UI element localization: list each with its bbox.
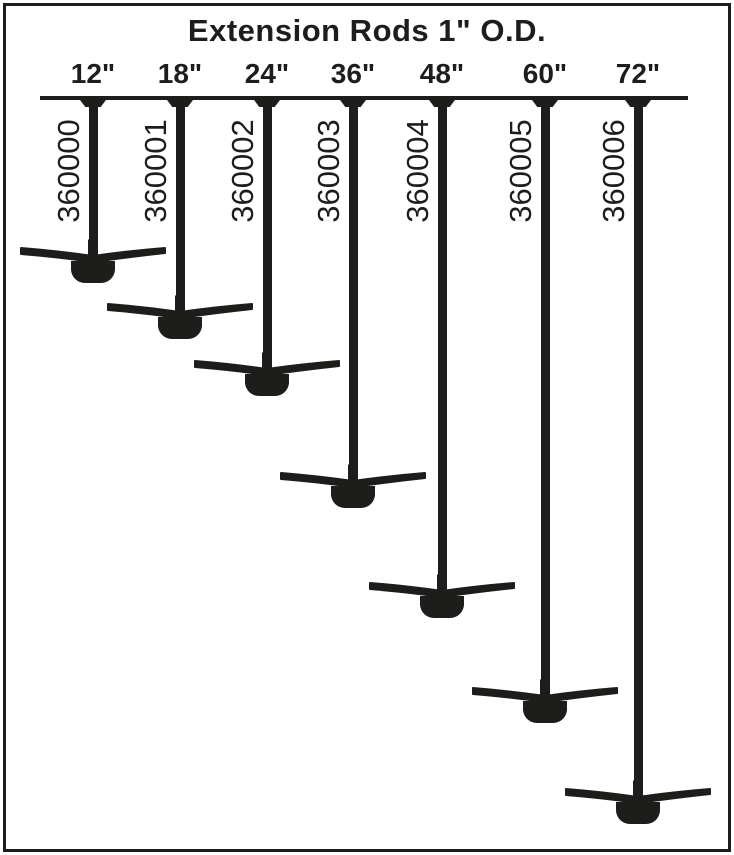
ceiling-fan-icon — [194, 352, 340, 397]
diagram-title: Extension Rods 1" O.D. — [187, 13, 547, 48]
part-number-label: 360006 — [596, 119, 631, 223]
fan-light-kit-cup — [158, 317, 202, 340]
fan-light-kit-cup — [616, 802, 660, 825]
rod-length-label: 48" — [419, 58, 465, 89]
rod-length-label: 36" — [330, 58, 376, 89]
fan-light-kit-cup — [245, 374, 289, 397]
fan-blades — [280, 472, 426, 488]
fan-light-kit-cup — [331, 486, 375, 509]
extension-rod — [540, 100, 550, 683]
ceiling-fan-icon — [107, 295, 253, 340]
rod-to-fan-stub — [633, 780, 643, 797]
part-number-label: 360005 — [503, 119, 538, 223]
rod-to-fan-stub — [262, 352, 272, 369]
fan-blades — [20, 247, 166, 263]
ceiling-fan-icon — [369, 574, 515, 619]
part-number-label: 360004 — [400, 119, 435, 223]
part-number-label: 360001 — [138, 119, 173, 223]
fan-blades — [565, 788, 711, 804]
fan-blades — [472, 687, 618, 703]
extension-rod — [88, 100, 98, 243]
rod-length-label: 24" — [244, 58, 290, 89]
rod-to-fan-stub — [175, 295, 185, 312]
rod-length-label: 12" — [70, 58, 116, 89]
fan-light-kit-cup — [71, 261, 115, 284]
fan-light-kit-cup — [523, 701, 567, 724]
ceiling-fan-icon — [472, 679, 618, 724]
fan-blades — [194, 360, 340, 376]
part-number-label: 360002 — [225, 119, 260, 223]
ceiling-fan-icon — [565, 780, 711, 825]
ceiling-fan-icon — [280, 464, 426, 509]
ceiling-fan-icon — [20, 239, 166, 284]
extension-rod — [437, 100, 447, 578]
rod-to-fan-stub — [540, 679, 550, 696]
part-number-label: 360003 — [311, 119, 346, 223]
extension-rod — [348, 100, 358, 468]
rod-length-label: 72" — [615, 58, 661, 89]
fan-light-kit-cup — [420, 596, 464, 619]
rod-to-fan-stub — [348, 464, 358, 481]
extension-rod — [175, 100, 185, 299]
diagram-border-frame — [3, 3, 731, 852]
fan-blades — [369, 582, 515, 598]
fan-blades — [107, 303, 253, 319]
extension-rod — [633, 100, 643, 784]
extension-rod — [262, 100, 272, 356]
part-number-label: 360000 — [51, 119, 86, 223]
rod-to-fan-stub — [88, 239, 98, 256]
rod-to-fan-stub — [437, 574, 447, 591]
rod-length-label: 60" — [522, 58, 568, 89]
rod-length-label: 18" — [157, 58, 203, 89]
